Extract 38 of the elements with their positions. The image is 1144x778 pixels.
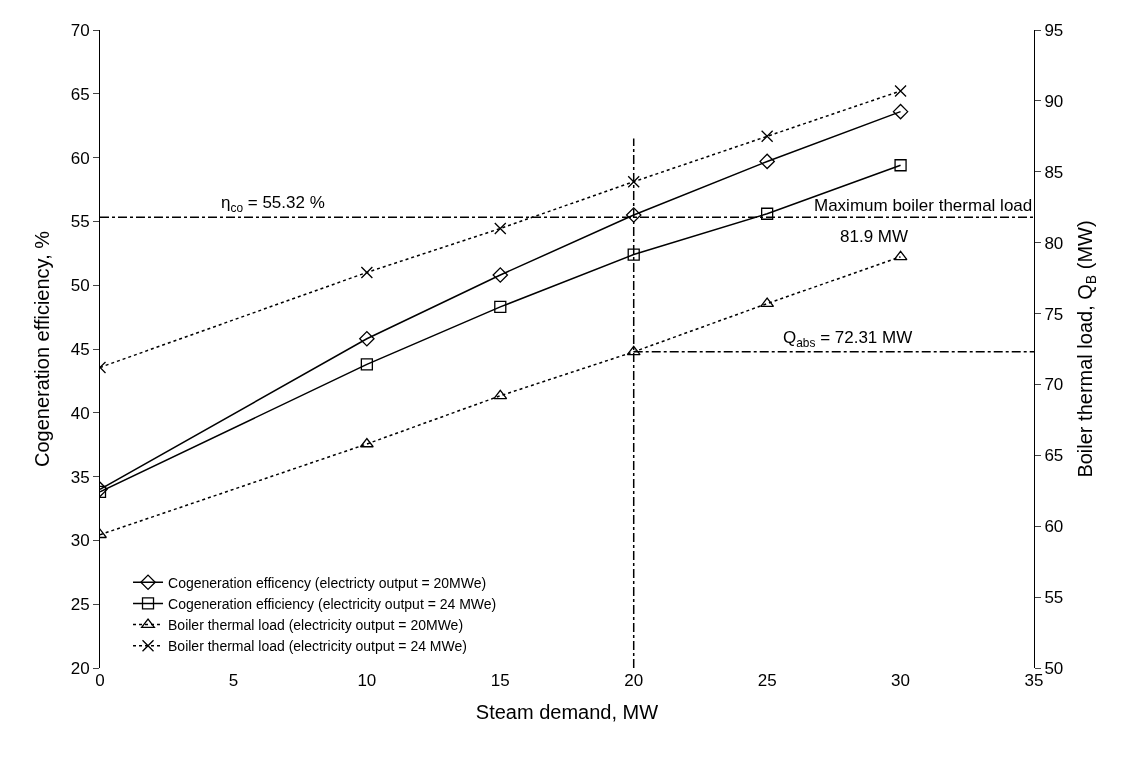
x-tick-label: 5 (228, 671, 239, 690)
y2-tick-label: 70 (1044, 375, 1064, 395)
ref-line-label: η$_{co}$ = 55.32 % (221, 193, 325, 215)
x-tick-label: 20 (624, 671, 644, 690)
y2-tick-label: 50 (1044, 658, 1064, 678)
y2-tick-label: 75 (1044, 304, 1064, 324)
legend-label: Cogeneration efficiency (electricity output = 24 MWe) (168, 595, 497, 612)
y-tick-label: 45 (70, 339, 90, 359)
ref-line-label: Q$_{abs}$ = 72.31 MW (783, 328, 913, 350)
legend-label: Boiler thermal load (electricity output = 20MWe) (168, 617, 464, 634)
x-tick-label: 0 (95, 671, 105, 690)
y2-tick-label: 60 (1044, 517, 1064, 537)
y2-tick-label: 90 (1044, 91, 1064, 111)
legend-label: Cogeneration efficency (electricty output = 20MWe) (168, 574, 487, 591)
y2-tick-label: 65 (1044, 446, 1064, 466)
y-tick-label: 60 (70, 148, 90, 168)
y-tick-label: 25 (70, 595, 90, 615)
legend-label: Boiler thermal load (electricity output = 24 MWe) (168, 638, 467, 655)
y-tick-label: 50 (70, 276, 90, 296)
x-tick-label: 15 (490, 671, 510, 690)
y-tick-label: 30 (70, 531, 90, 551)
x-tick-label: 10 (357, 671, 377, 690)
x-axis-title: Steam demand, MW (475, 700, 659, 723)
x-tick-label: 35 (1024, 671, 1044, 690)
y-tick-label: 65 (70, 84, 90, 104)
y2-tick-label: 80 (1044, 233, 1064, 253)
y2-tick-label: 95 (1044, 20, 1064, 40)
y-tick-label: 35 (70, 467, 90, 487)
x-tick-label: 25 (757, 671, 777, 690)
annotation: 81.9 MW (840, 227, 909, 246)
annotation: Maximum boiler thermal load (814, 196, 1033, 215)
y2-tick-label: 55 (1044, 588, 1064, 608)
y2-tick-label: 85 (1044, 162, 1064, 182)
y-tick-label: 70 (70, 20, 90, 40)
y-tick-label: 55 (70, 212, 90, 232)
y-tick-label: 40 (70, 403, 90, 423)
y-axis-title: Cogeneration efficiency, % (31, 230, 54, 468)
x-tick-label: 30 (891, 671, 911, 690)
